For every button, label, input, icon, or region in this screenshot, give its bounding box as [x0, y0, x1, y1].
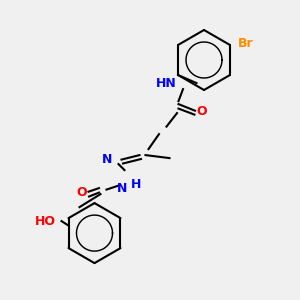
Text: HN: HN — [156, 76, 177, 90]
Text: H: H — [130, 178, 141, 190]
Text: Br: Br — [238, 37, 253, 50]
Text: N: N — [102, 153, 112, 166]
Text: N: N — [117, 182, 128, 195]
Text: O: O — [76, 186, 87, 199]
Text: HO: HO — [34, 214, 56, 228]
Text: O: O — [196, 105, 207, 118]
